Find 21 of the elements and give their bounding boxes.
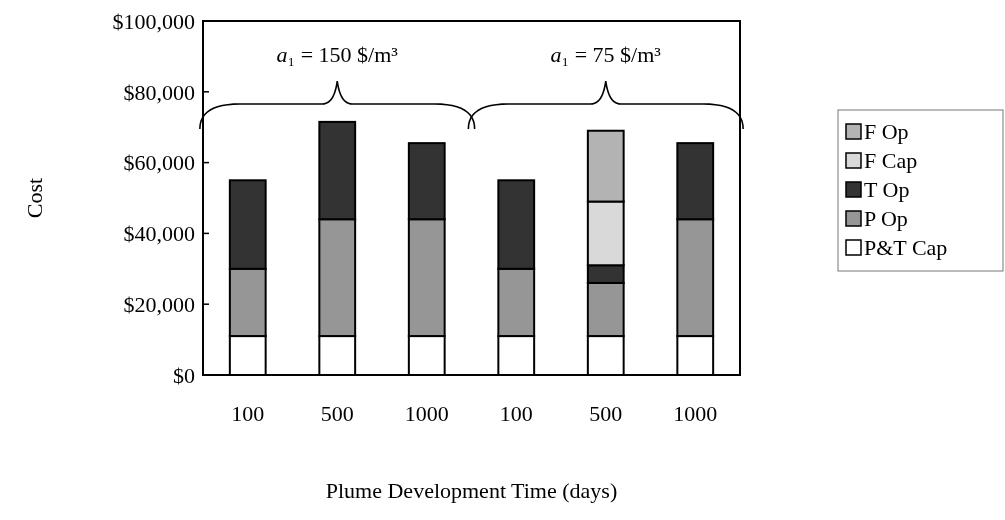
x-tick-label: 500 [589,401,623,426]
legend-label: F Cap [864,148,918,173]
y-tick-label: $0 [173,362,195,388]
legend-label: P Op [864,206,908,231]
y-tick-label: $40,000 [123,221,195,247]
y-axis-title: Cost [22,177,47,219]
x-tick-label: 1000 [404,401,449,426]
annotation: a₁ = 150 $/m³ [276,42,399,67]
x-tick-label: 100 [231,401,265,426]
x-tick-label: 500 [320,401,354,426]
annotation: a₁ = 75 $/m³ [550,42,662,67]
legend-label: F Op [864,119,909,144]
x-tick-label: 1000 [673,401,718,426]
y-tick-label: $20,000 [123,291,195,317]
y-tick-label: $100,000 [112,8,195,34]
x-tick-label: 100 [499,401,533,426]
x-axis-title: Plume Development Time (days) [325,478,618,503]
y-tick-label: $60,000 [123,150,195,176]
y-tick-label: $80,000 [123,79,195,105]
legend-label: T Op [864,177,910,202]
legend-label: P&T Cap [864,235,948,260]
